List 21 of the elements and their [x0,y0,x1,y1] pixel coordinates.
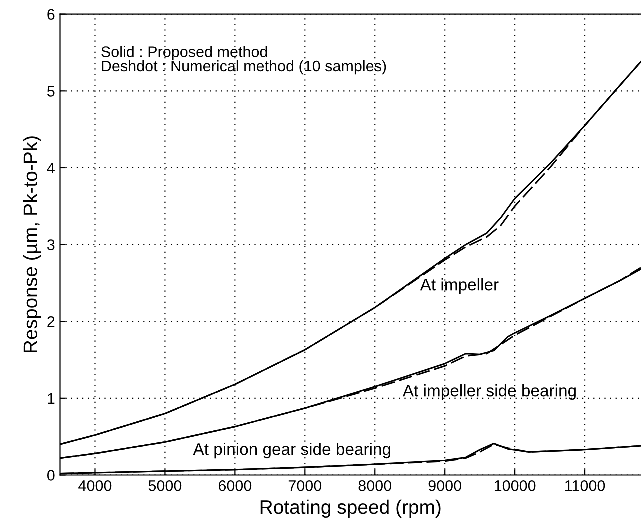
y-tick-label: 3 [47,240,55,250]
x-tick-label: 8000 [358,480,392,492]
x-axis-title: Rotating speed (rpm) [260,500,441,518]
x-tick-label: 7000 [288,480,322,492]
y-tick-label: 4 [47,163,55,174]
y-axis-title: Response (µm, Pk-to-Pk) [23,136,42,353]
x-tick-label: 10000 [494,480,536,492]
x-tick-label: 9000 [428,480,462,492]
annotation: At pinion gear side bearing [193,443,390,459]
x-tick-label: 11000 [566,480,606,492]
y-tick-label: 1 [48,393,55,404]
y-tick-label: 2 [48,316,55,328]
annotation: At impeller side bearing [402,384,576,400]
x-tick-label: 5000 [148,480,182,492]
x-tick-label: 4000 [78,480,112,492]
annotation: At impeller [420,278,499,294]
y-tick-label: 0 [47,470,55,481]
y-tick-label: 5 [48,86,55,97]
x-tick-label: 6000 [218,480,252,492]
annotation: Solid : Proposed method Deshdot : Numerical method (10 samples) [102,46,386,75]
y-tick-label: 6 [48,9,55,20]
